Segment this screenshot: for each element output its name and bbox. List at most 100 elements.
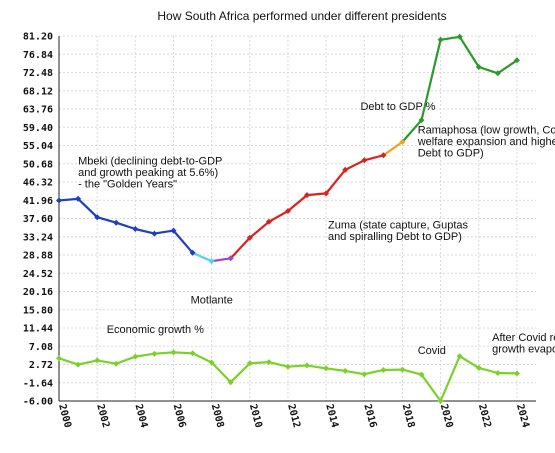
annotation-zuma: Zuma (state capture, Guptas and spirallin… — [328, 220, 469, 244]
x-tick-label: 2016 — [361, 403, 378, 429]
x-tick-label: 2006 — [171, 403, 188, 429]
economic-growth-point — [399, 366, 406, 373]
debt-to-gdp-segment-motlante — [211, 257, 231, 263]
economic-growth-point — [227, 379, 234, 386]
economic-growth-point — [380, 367, 387, 373]
economic-growth-point — [437, 398, 444, 404]
annotation-covid: Covid — [418, 345, 446, 357]
annotation-mbeki: Mbeki (declining debt-to-GDP and growth p… — [78, 156, 222, 191]
annotation-debt: Debt to GDP % — [360, 101, 435, 113]
axes — [58, 36, 536, 402]
economic-growth-point — [494, 370, 501, 376]
annotation-line: Debt to GDP % — [360, 101, 435, 113]
y-tick-label: 11.44 — [23, 324, 53, 335]
x-tick-label: 2022 — [476, 403, 493, 429]
economic-growth-point — [132, 353, 139, 360]
economic-growth-point — [170, 349, 177, 356]
annotation-rebound: After Covid rebound,growth evaporates — [492, 332, 555, 356]
annotations: Mbeki (declining debt-to-GDP and growth p… — [78, 101, 555, 357]
grid — [58, 35, 536, 402]
debt-to-gdp-point — [56, 197, 62, 204]
debt-to-gdp-point — [94, 214, 101, 221]
economic-growth-point — [456, 353, 463, 360]
x-tick-label: 2020 — [438, 403, 455, 429]
debt-to-gdp-point — [513, 57, 520, 64]
economic-growth-point — [361, 371, 368, 378]
y-tick-label: 2.72 — [29, 360, 53, 371]
annotation-line: and growth peaking at 5.6%) — [78, 167, 218, 179]
economic-growth-point — [304, 362, 310, 369]
economic-growth-point — [265, 359, 272, 366]
economic-growth-point — [323, 365, 330, 372]
y-tick-label: 55.04 — [23, 141, 53, 152]
y-tick-label: 41.96 — [23, 196, 53, 207]
x-tick-label: 2000 — [56, 403, 73, 429]
y-tick-label: 15.80 — [23, 305, 53, 316]
y-tick-label: 50.68 — [23, 159, 53, 170]
annotation-line: and spiralling Debt to GDP) — [328, 231, 462, 243]
y-tick-label: 76.84 — [23, 50, 53, 61]
x-tick-label: 2010 — [247, 403, 264, 429]
annotation-line: Mbeki (declining debt-to-GDP — [78, 156, 222, 168]
x-tick-label: 2024 — [514, 403, 531, 429]
annotation-line: Debt to GDP) — [418, 148, 484, 160]
debt-to-gdp-point — [170, 227, 177, 234]
economic-growth-point — [418, 371, 425, 378]
annotation-line: Covid — [418, 345, 446, 357]
economic-growth-point — [189, 350, 196, 357]
y-tick-label: 63.76 — [23, 105, 53, 116]
debt-to-gdp-point — [132, 226, 139, 232]
series-points — [56, 33, 520, 404]
x-tick-label: 2014 — [323, 403, 340, 429]
economic-growth-point — [208, 359, 215, 366]
x-tick-label: 2012 — [285, 403, 302, 429]
debt-to-gdp-point — [399, 138, 406, 145]
y-tick-label: 59.40 — [23, 123, 53, 134]
y-tick-label: 20.16 — [23, 287, 53, 298]
economic-growth-point — [113, 360, 120, 367]
annotation-line: After Covid rebound, — [492, 332, 555, 344]
y-tick-label: 72.48 — [23, 68, 53, 79]
y-tick-label: 68.12 — [23, 86, 53, 97]
economic-growth-point — [285, 363, 291, 370]
economic-growth-point — [56, 355, 62, 362]
debt-to-gdp-point — [265, 218, 272, 225]
annotation-line: growth evaporates — [492, 344, 555, 356]
y-tick-label: -6.00 — [23, 397, 53, 408]
debt-to-gdp-point — [380, 152, 387, 159]
y-tick-label: 33.24 — [23, 232, 53, 243]
y-tick-label: 37.60 — [23, 214, 53, 225]
annotation-line: Zuma (state capture, Guptas — [328, 220, 469, 232]
debt-to-gdp-point — [418, 117, 425, 124]
debt-to-gdp-point — [456, 33, 463, 40]
economic-growth-point — [342, 367, 349, 374]
debt-to-gdp-point — [494, 70, 501, 77]
debt-to-gdp-point — [475, 64, 482, 70]
economic-growth-point — [151, 350, 158, 357]
annotation-line: Economic growth % — [107, 324, 204, 336]
debt-to-gdp-segment-motlante — [192, 251, 213, 263]
debt-to-gdp-point — [304, 192, 310, 199]
annotation-line: Motlante — [191, 294, 233, 306]
y-tick-label: 24.52 — [23, 269, 53, 280]
debt-to-gdp-segment-mbeki — [58, 197, 194, 254]
y-tick-label: 28.88 — [23, 251, 53, 262]
debt-to-gdp-point — [189, 249, 196, 256]
x-tick-label: 2008 — [209, 403, 226, 429]
x-tick-label: 2002 — [94, 403, 111, 429]
annotation-line: welfare expansion and higher — [417, 136, 555, 148]
debt-to-gdp-point — [75, 195, 82, 202]
debt-to-gdp-segment-zuma — [382, 141, 404, 157]
y-tick-label: -1.64 — [23, 378, 53, 389]
x-tick-label: 2004 — [132, 403, 149, 429]
debt-to-gdp-point — [361, 157, 368, 164]
y-axis-ticks: 81.20 76.84 72.48 68.12 63.76 59.40 55.04 50.68… — [23, 32, 53, 408]
annotation-motlante: Motlante — [191, 294, 233, 306]
annotation-growth: Economic growth % — [107, 324, 204, 336]
debt-to-gdp-point — [342, 166, 349, 173]
debt-to-gdp-point — [323, 190, 330, 197]
economic-growth-point — [246, 360, 253, 367]
x-tick-label: 2018 — [400, 403, 417, 429]
y-tick-label: 46.32 — [23, 178, 53, 189]
